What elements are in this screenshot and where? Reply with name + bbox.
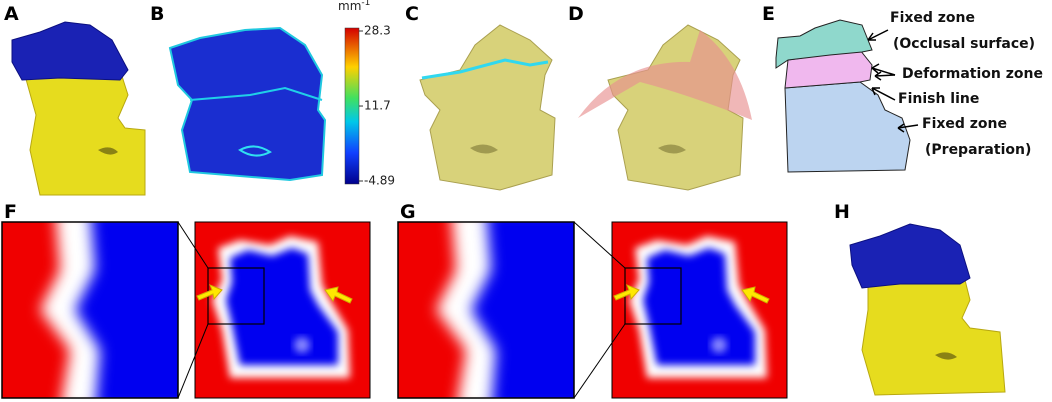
panel-d-image [578,24,752,191]
colorbar-ramp [344,27,360,185]
panel-b-image [168,26,327,182]
annotation: (Preparation) [925,142,1031,158]
panel-label: C [405,3,419,25]
colorbar: mm-1 28.3 11.7 -4.89 [338,0,395,188]
colorbar-tick-label: -4.89 [364,174,395,188]
panel-label: B [150,3,164,25]
panel-c-image [419,24,556,191]
annotation: Deformation zone [902,66,1043,82]
panel-f-image [1,221,371,399]
annotation: (Occlusal surface) [893,36,1035,52]
panel-label: F [4,201,17,223]
panel-a-image [11,21,146,196]
annotation: Fixed zone [890,10,975,26]
unit-exponent: -1 [361,0,370,8]
panel-label: H [834,201,850,223]
annotation: Fixed zone [922,116,1007,132]
panel-label: A [4,3,19,25]
panel-label: D [568,3,584,25]
panel-g-image [397,221,788,399]
colorbar-tick-label: 28.3 [364,24,391,38]
panel-e-image: Fixed zone (Occlusal surface) Deformatio… [775,10,1043,173]
colorbar-ticks: 28.3 11.7 -4.89 [359,24,395,188]
colorbar-tick-label: 11.7 [364,99,391,113]
annotation: Finish line [898,91,979,107]
panel-label: E [762,3,775,25]
panel-label: G [400,201,416,223]
unit-base: mm [338,0,361,13]
colorbar-unit: mm-1 [338,0,370,13]
panel-h-image [849,223,1006,396]
